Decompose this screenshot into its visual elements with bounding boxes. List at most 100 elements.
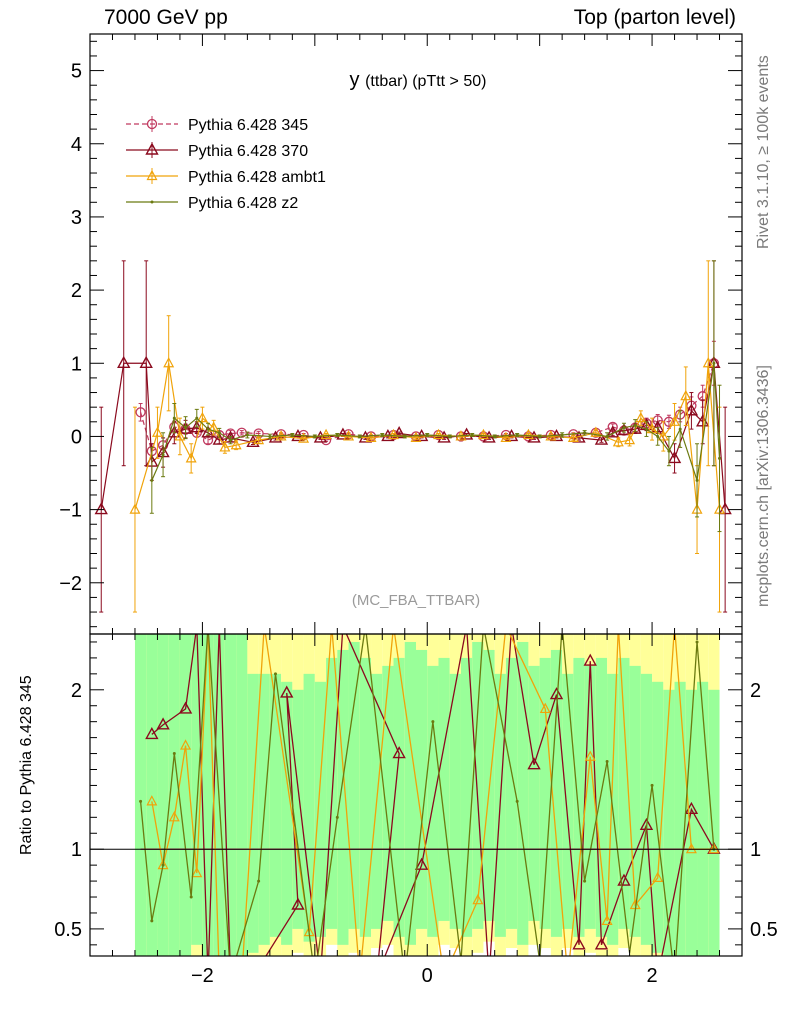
data-point-dot — [150, 478, 154, 482]
band-inner-bin — [685, 689, 698, 956]
band-inner-bin — [562, 673, 574, 929]
data-point-triangle — [594, 937, 609, 950]
legend-label: Pythia 6.428 345 — [188, 117, 308, 134]
band-inner-bin — [573, 657, 585, 937]
data-point-triangle — [201, 425, 215, 438]
data-point-dot — [139, 799, 143, 803]
data-point-triangle — [410, 431, 422, 443]
x-tick-label: 0 — [422, 965, 433, 987]
y-tick-label: 5 — [71, 61, 82, 83]
ratio-y-tick-label-right: 0.5 — [750, 919, 778, 941]
data-point-triangle — [437, 430, 451, 443]
band-inner-bin — [269, 673, 282, 937]
data-point-triangle — [628, 421, 642, 434]
data-point-dot — [206, 427, 210, 431]
data-point-dot — [656, 434, 660, 438]
band-inner-bin — [281, 681, 293, 945]
band-inner-bin — [247, 673, 259, 953]
data-point-dot — [335, 433, 339, 437]
data-point-triangle — [680, 389, 692, 401]
band-inner-bin — [303, 673, 315, 942]
main-series-group — [94, 260, 732, 613]
data-point-dot — [515, 799, 519, 803]
data-point-triangle — [624, 433, 636, 445]
ratio-uncertainty-band — [134, 634, 720, 956]
data-point-triangle — [163, 356, 175, 368]
data-point-dot — [150, 919, 154, 923]
data-point-dot — [161, 863, 165, 867]
data-point-dot — [431, 720, 435, 724]
data-point-triangle — [669, 415, 681, 426]
legend-label: Pythia 6.428 ambt1 — [188, 169, 326, 186]
ratio-series-2 — [146, 634, 720, 956]
legend: Pythia 6.428 345 Pythia 6.428 370 Pythia 6… — [126, 116, 326, 212]
band-inner-bin — [191, 634, 203, 945]
data-point-triangle — [459, 427, 474, 440]
data-point-dot — [229, 438, 233, 442]
data-point-triangle — [685, 842, 697, 854]
data-point-triangle — [365, 431, 377, 443]
band-inner-bin — [449, 673, 461, 929]
data-point-dot — [245, 433, 249, 437]
data-point-dot — [380, 433, 384, 437]
ratio-series-line — [151, 634, 714, 956]
data-point-triangle — [583, 653, 597, 666]
data-point-triangle — [477, 428, 489, 440]
data-point-dot — [493, 434, 497, 438]
data-point-triangle — [180, 739, 192, 750]
data-point-triangle — [178, 701, 193, 714]
data-point-triangle — [594, 432, 609, 445]
band-inner-bin — [517, 641, 529, 945]
data-point-triangle — [320, 428, 332, 440]
band-inner-bin — [438, 657, 450, 921]
data-point-triangle — [230, 438, 242, 450]
band-inner-bin — [146, 634, 158, 956]
data-point-triangle — [139, 355, 153, 368]
data-point-triangle — [336, 427, 350, 440]
data-point-triangle — [196, 411, 208, 423]
data-point-triangle — [167, 425, 181, 438]
data-point-triangle — [219, 441, 231, 452]
data-point-triangle — [174, 430, 186, 441]
data-point-dot — [268, 434, 272, 438]
band-inner-bin — [674, 681, 686, 956]
data-point-dot — [161, 453, 165, 457]
data-point-dot — [712, 361, 716, 365]
band-inner-bin — [584, 665, 596, 929]
data-point-triangle — [684, 403, 699, 416]
data-point-triangle — [253, 433, 265, 445]
ratio-y-axis: 0.5 0.5 1 1 2 2 — [54, 641, 778, 946]
ratio-y-tick-label: 2 — [71, 680, 82, 702]
y-tick-label: −2 — [59, 573, 82, 595]
data-point-dot — [605, 760, 609, 764]
legend-label: Pythia 6.428 370 — [188, 143, 308, 160]
y-tick-label: 0 — [71, 426, 82, 448]
legend-label: Pythia 6.428 z2 — [188, 195, 298, 212]
ratio-y-tick-label-right: 1 — [750, 839, 761, 861]
band-inner-bin — [652, 681, 664, 953]
data-point-triangle — [718, 502, 732, 515]
data-point-triangle — [590, 426, 602, 437]
y-tick-label: 3 — [71, 207, 82, 229]
band-inner-bin — [404, 641, 416, 945]
data-point-triangle — [392, 426, 406, 439]
data-point-dot — [695, 478, 699, 482]
band-inner-bin — [382, 665, 394, 921]
band-inner-bin — [528, 665, 540, 921]
data-point-dot — [257, 879, 261, 883]
band-inner-bin — [224, 634, 237, 956]
data-point-triangle — [549, 687, 564, 700]
data-point-triangle — [146, 169, 158, 181]
data-point-dot — [667, 449, 671, 453]
data-point-dot — [695, 640, 699, 644]
data-point-dot — [633, 423, 637, 427]
data-point-dot — [313, 434, 317, 438]
data-point-triangle — [612, 436, 624, 447]
data-point-dot — [217, 431, 221, 435]
data-point-triangle — [388, 428, 400, 440]
data-point-triangle — [652, 871, 664, 882]
data-point-triangle — [522, 428, 534, 440]
data-point-triangle — [156, 717, 170, 730]
data-point-triangle — [414, 857, 429, 870]
data-point-dot — [448, 434, 452, 438]
